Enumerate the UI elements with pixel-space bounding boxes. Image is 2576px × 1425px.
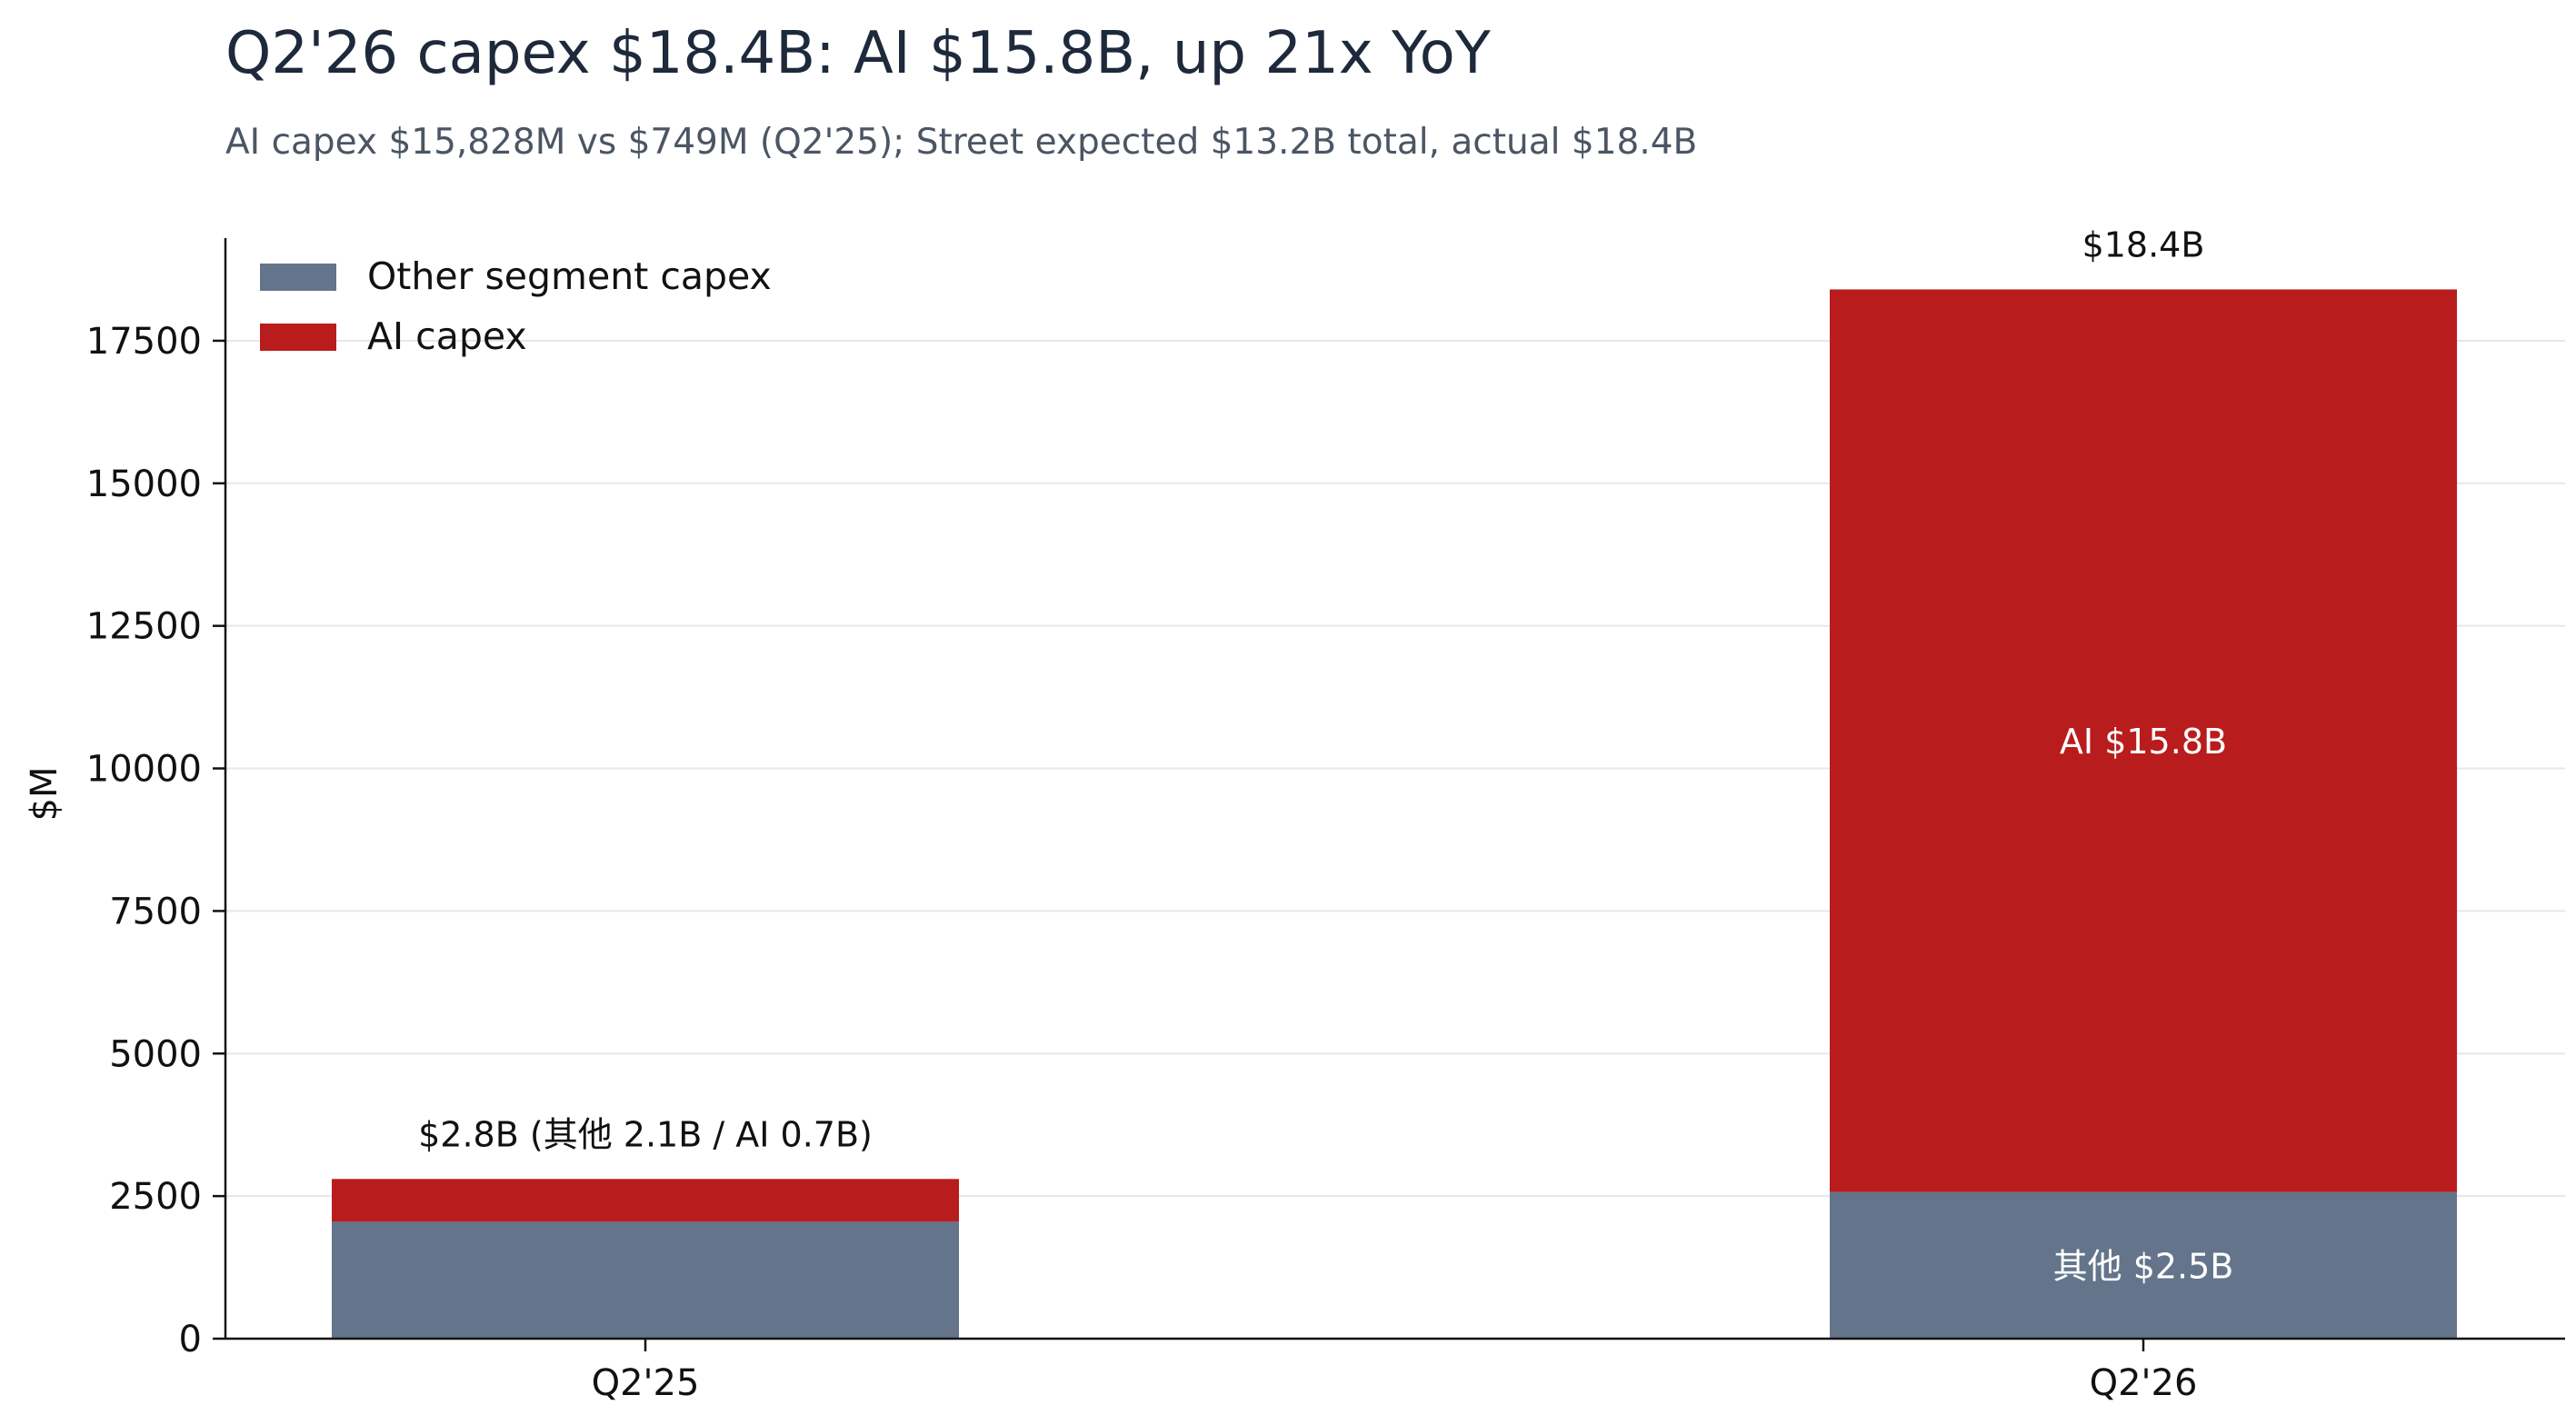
bars <box>332 289 2457 1339</box>
bar-ai-0 <box>332 1179 959 1222</box>
y-tick-label: 0 <box>179 1319 202 1360</box>
y-tick-label: 2500 <box>109 1176 202 1218</box>
segment-label: AI $15.8B <box>2060 722 2227 762</box>
chart-title: Q2'26 capex $18.4B: AI $15.8B, up 21x Yo… <box>225 20 1491 87</box>
y-tick-label: 12500 <box>86 606 202 648</box>
y-tick-label: 7500 <box>109 891 202 932</box>
legend-entry: Other segment capex <box>367 254 772 298</box>
y-tick-label: 17500 <box>86 321 202 363</box>
total-label: $18.4B <box>2082 224 2205 264</box>
data-labels: $2.8B (其他 2.1B / AI 0.7B) $18.4B AI $15.8B… <box>418 224 2233 1286</box>
y-tick-label: 15000 <box>86 463 202 505</box>
legend-entry: AI capex <box>367 314 527 358</box>
segment-label: 其他 $2.5B <box>2053 1246 2234 1286</box>
bar-ai-1 <box>1830 289 2457 1192</box>
x-tick-label: Q2'26 <box>2090 1362 2198 1404</box>
axes: 0 2500 5000 7500 10000 12500 15000 17500 Q2'25 Q2… <box>24 238 2565 1404</box>
legend-swatch <box>260 324 336 351</box>
bar-other-0 <box>332 1221 959 1339</box>
legend-swatch <box>260 264 336 291</box>
chart-subtitle: AI capex $15,828M vs $749M (Q2'25); Stre… <box>225 122 1698 163</box>
legend: Other segment capex AI capex <box>260 254 772 358</box>
y-tick-label: 10000 <box>86 749 202 791</box>
x-tick-label: Q2'25 <box>592 1362 700 1404</box>
bar-other-1 <box>1830 1191 2457 1339</box>
y-tick-label: 5000 <box>109 1033 202 1075</box>
total-label: $2.8B (其他 2.1B / AI 0.7B) <box>418 1114 873 1154</box>
y-axis-title: $M <box>24 767 65 822</box>
